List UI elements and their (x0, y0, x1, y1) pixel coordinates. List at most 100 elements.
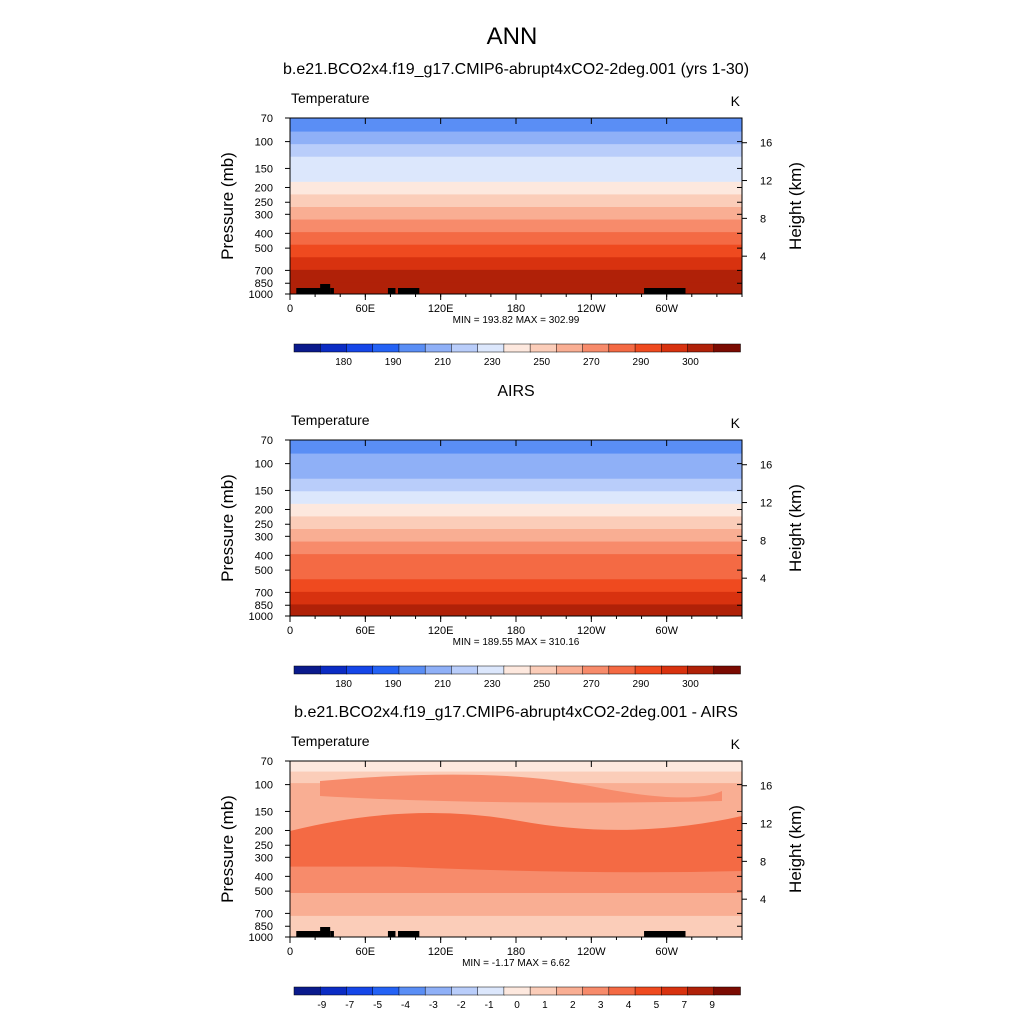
colorbar-label: 300 (682, 679, 699, 690)
x-tick-label: 60E (356, 625, 376, 637)
y-right-tick-label: 8 (760, 213, 766, 225)
colorbar-label: -4 (401, 1000, 410, 1011)
y-tick-label: 1000 (249, 611, 273, 623)
colorbar-segment (503, 986, 531, 996)
land-mask (397, 931, 420, 937)
contour-band (320, 774, 722, 803)
colorbar-label: 1 (542, 1000, 548, 1011)
land-mask (320, 927, 331, 937)
min-max-label: MIN = -1.17 MAX = 6.62 (462, 958, 570, 969)
colorbar-label: -7 (345, 1000, 354, 1011)
colorbar-segment (451, 665, 479, 675)
colorbar-segment (608, 665, 636, 675)
colorbar-label: 190 (385, 679, 402, 690)
units-label: K (731, 415, 741, 431)
colorbar-segment (608, 343, 636, 353)
contour-band (290, 553, 742, 567)
x-tick-label: 0 (287, 946, 293, 958)
y-tick-label: 300 (255, 852, 273, 864)
y-tick-label: 850 (255, 278, 273, 290)
x-tick-label: 60W (655, 946, 678, 958)
colorbar-label: 0 (514, 1000, 520, 1011)
contour-band (290, 268, 742, 283)
y-tick-label: 300 (255, 531, 273, 543)
colorbar-segment (398, 665, 426, 675)
land-mask (296, 288, 322, 294)
colorbar-segment (661, 343, 689, 353)
variable-label: Temperature (291, 412, 370, 428)
colorbar-segment (398, 343, 426, 353)
colorbar-label: 250 (533, 357, 550, 368)
contour-field (290, 761, 742, 937)
y-tick-label: 150 (255, 806, 273, 818)
y-right-axis-label: Height (km) (786, 805, 805, 893)
land-mask (644, 931, 686, 937)
y-right-tick-label: 4 (760, 251, 766, 263)
y-right-axis-label: Height (km) (786, 484, 805, 572)
y-tick-label: 850 (255, 600, 273, 612)
x-tick-label: 120E (428, 625, 454, 637)
contour-band (290, 540, 742, 555)
contour-band (290, 565, 742, 580)
colorbar-segment (582, 986, 610, 996)
colorbar-segment (634, 986, 663, 996)
y-tick-label: 700 (255, 908, 273, 920)
colorbar-label: 290 (633, 679, 650, 690)
y-tick-label: 700 (255, 587, 273, 599)
y-tick-label: 1000 (249, 932, 273, 944)
contour-band (290, 477, 742, 492)
colorbar-label: -1 (485, 1000, 494, 1011)
y-tick-label: 250 (255, 840, 273, 852)
y-tick-label: 400 (255, 871, 273, 883)
y-tick-label: 400 (255, 228, 273, 240)
y-right-tick-label: 12 (760, 498, 772, 510)
colorbar-segment (319, 665, 348, 675)
colorbar-segment (372, 665, 400, 675)
contour-band (290, 118, 742, 132)
contour-band (290, 143, 742, 157)
contour-band (290, 893, 742, 917)
y-right-tick-label: 16 (760, 460, 772, 472)
x-tick-label: 180 (507, 625, 525, 637)
land-mask (387, 288, 396, 294)
contour-band (290, 465, 742, 479)
x-tick-label: 120E (428, 946, 454, 958)
contour-band (290, 168, 742, 182)
colorbar-segment (293, 986, 321, 996)
x-tick-label: 120W (577, 625, 606, 637)
contour-band (290, 603, 742, 616)
y-tick-label: 200 (255, 825, 273, 837)
colorbar-segment (556, 343, 584, 353)
panel-3: b.e21.BCO2x4.f19_g17.CMIP6-abrupt4xCO2-2… (218, 704, 805, 1011)
y-tick-label: 100 (255, 459, 273, 471)
y-tick-label: 500 (255, 886, 273, 898)
colorbar-segment (529, 986, 558, 996)
colorbar-label: 9 (709, 1000, 715, 1011)
contour-band (290, 452, 742, 467)
units-label: K (731, 93, 741, 109)
variable-label: Temperature (291, 733, 370, 749)
y-right-tick-label: 12 (760, 819, 772, 831)
y-right-tick-label: 16 (760, 138, 772, 150)
land-mask (397, 288, 420, 294)
y-tick-label: 400 (255, 550, 273, 562)
colorbar-label: 230 (484, 679, 501, 690)
colorbar-label: 7 (681, 1000, 687, 1011)
colorbar-label: 230 (484, 357, 501, 368)
colorbar-label: 300 (682, 357, 699, 368)
y-tick-label: 250 (255, 519, 273, 531)
panel-1: b.e21.BCO2x4.f19_g17.CMIP6-abrupt4xCO2-2… (218, 61, 805, 368)
contour-band (290, 490, 742, 504)
y-tick-label: 70 (261, 756, 273, 768)
colorbar-label: 270 (583, 679, 600, 690)
y-tick-label: 70 (261, 113, 273, 125)
colorbar-segment (451, 343, 479, 353)
colorbar-segment (713, 986, 741, 996)
colorbar-label: -3 (429, 1000, 438, 1011)
colorbar-label: 5 (654, 1000, 660, 1011)
colorbar-segment (293, 665, 321, 675)
x-tick-label: 120E (428, 303, 454, 315)
colorbar-segment (608, 986, 636, 996)
y-tick-label: 500 (255, 565, 273, 577)
